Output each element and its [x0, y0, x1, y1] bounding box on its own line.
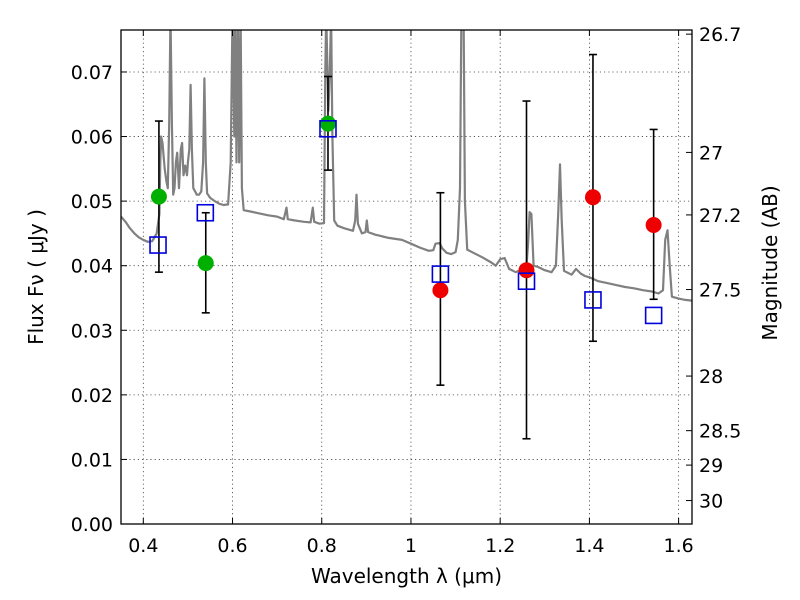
markers — [149, 115, 663, 325]
model-photometry-marker — [196, 203, 215, 222]
y-tick-label: 0.06 — [71, 127, 113, 149]
mag-tick-label: 26.7 — [699, 24, 741, 46]
ticks: 0.4 0.6 0.8 1 1.2 1.4 1.6 0.00 0.01 0.02 0.03 0.04 0… — [71, 24, 742, 557]
mag-tick-label: 27.5 — [699, 280, 741, 302]
mag-tick-label: 30 — [699, 491, 723, 513]
observed-green-marker — [319, 115, 336, 132]
model-photometry-marker — [431, 265, 450, 283]
model-photometry-marker — [319, 120, 337, 138]
model-spectrum-layer — [121, 30, 692, 302]
y-axis-label: Flux Fν ( μJy ) — [24, 209, 48, 345]
y-tick-label: 0.01 — [71, 449, 113, 471]
observed-red-marker — [645, 217, 662, 234]
model-photometry-marker — [584, 291, 602, 309]
model-spectrum-line — [121, 30, 692, 302]
mag-tick-label: 27 — [699, 142, 723, 164]
y-tick-label: 0.00 — [71, 514, 113, 536]
observed-red-marker — [518, 262, 535, 279]
y-tick-label: 0.02 — [71, 385, 113, 407]
x-tick-label: 1 — [405, 535, 417, 557]
observed-green-marker — [150, 188, 167, 205]
x-tick-label: 0.6 — [217, 535, 247, 557]
mag-tick-label: 29 — [699, 455, 723, 477]
mag-tick-label: 28 — [699, 366, 723, 388]
mag-tick-label: 28.5 — [699, 421, 741, 443]
observed-red-marker — [432, 282, 449, 299]
model-photometry-marker — [517, 272, 536, 290]
y2-axis-label: Magnitude (AB) — [758, 185, 782, 340]
x-tick-label: 0.8 — [307, 535, 337, 557]
y-tick-label: 0.05 — [71, 191, 113, 213]
plot-frame — [120, 29, 693, 525]
x-axis-label: Wavelength λ (μm) — [311, 564, 502, 588]
observed-red-marker — [584, 189, 601, 206]
x-tick-label: 1.2 — [485, 535, 515, 557]
x-tick-label: 0.4 — [128, 535, 158, 557]
mag-tick-label: 27.2 — [699, 205, 741, 227]
model-photometry-marker — [644, 306, 663, 325]
error-bar — [649, 128, 658, 301]
x-tick-label: 1.4 — [574, 535, 604, 557]
y-tick-label: 0.07 — [71, 62, 113, 84]
grid — [121, 30, 692, 525]
y-tick-label: 0.03 — [71, 320, 113, 342]
model-photometry-marker — [149, 236, 167, 254]
x-tick-label: 1.6 — [664, 535, 694, 557]
y-tick-label: 0.04 — [71, 256, 113, 278]
observed-green-marker — [197, 255, 214, 272]
